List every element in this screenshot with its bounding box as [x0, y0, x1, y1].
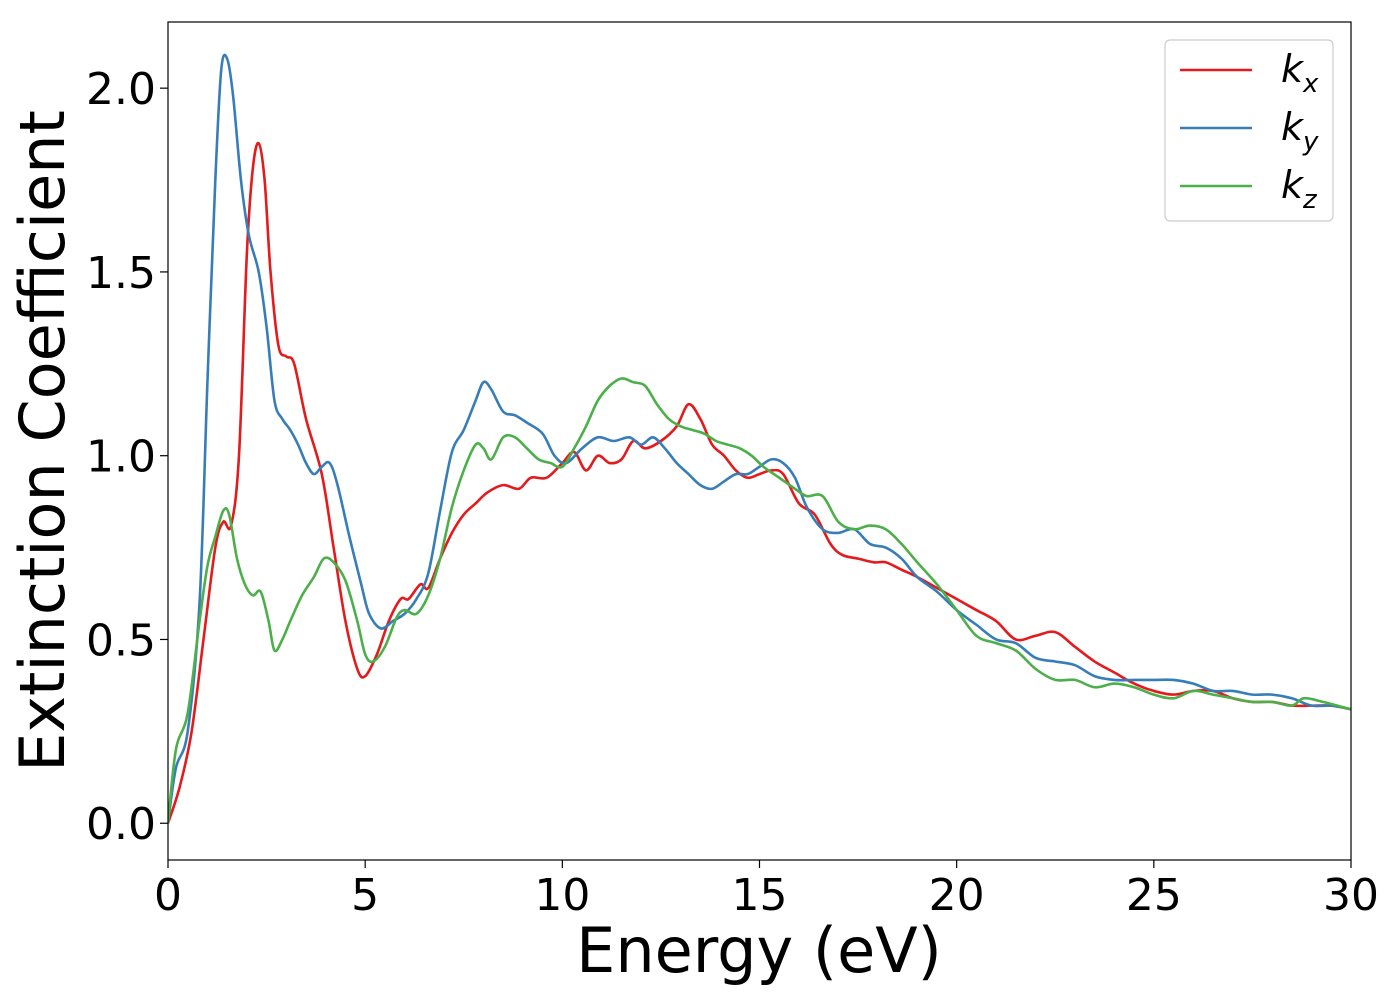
- legend-box: [1164, 39, 1334, 222]
- series-line-x: [168, 141, 1351, 824]
- series-line-y: [168, 53, 1351, 824]
- x-tick-label: 0: [154, 870, 182, 921]
- y-tick-label: 1.5: [86, 248, 156, 299]
- y-axis-label: Extinction Coefficient: [6, 110, 79, 772]
- x-tick-label: 25: [1126, 870, 1182, 921]
- x-tick-label: 10: [534, 870, 590, 921]
- legend-label-x: kx: [1281, 47, 1319, 99]
- y-tick-label: 2.0: [86, 64, 156, 115]
- x-tick-label: 5: [351, 870, 379, 921]
- x-tick-label: 15: [732, 870, 788, 921]
- x-tick-label: 20: [929, 870, 985, 921]
- x-axis-label: Energy (eV): [576, 914, 942, 987]
- legend-label-z: kz: [1281, 163, 1318, 215]
- legend: kx ky kz: [1164, 39, 1334, 222]
- series-layer: [168, 53, 1351, 824]
- series-line-z: [168, 377, 1351, 824]
- y-tick-label: 0.5: [86, 615, 156, 666]
- y-tick-label: 0.0: [86, 799, 156, 850]
- legend-label-y: ky: [1281, 105, 1319, 157]
- axes-layer: 0 5 10 15 20 25 30 0.0 0.5 1.0 1.5 2.0: [86, 21, 1379, 921]
- y-tick-label: 1.0: [86, 432, 156, 483]
- x-tick-label: 30: [1323, 870, 1379, 921]
